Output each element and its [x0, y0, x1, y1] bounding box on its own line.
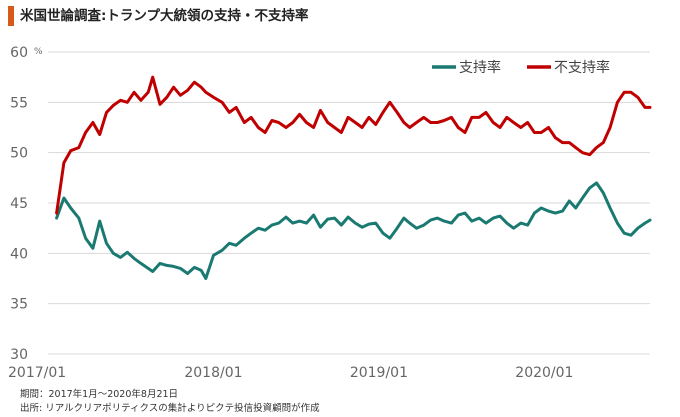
period-note: 期間：2017年1月～2020年8月21日 [20, 389, 179, 400]
legend-label: 支持率 [459, 59, 501, 76]
series-lines [55, 75, 652, 280]
legend: 支持率 不支持率 [432, 59, 610, 76]
x-tick-label: 2020/01 [515, 365, 573, 381]
y-tick-label: 45 [10, 196, 28, 212]
series-line [55, 75, 652, 215]
x-axis: 2017/01 2018/01 2019/01 2020/01 [8, 365, 573, 381]
y-axis: 30 35 40 45 50 55 60% [10, 45, 43, 363]
y-unit-label: % [34, 47, 43, 57]
series-line [55, 181, 652, 280]
x-tick-label: 2017/01 [8, 365, 66, 381]
chart-title: 米国世論調査:トランプ大統領の支持・不支持率 [20, 8, 309, 24]
y-tick-label: 55 [10, 95, 28, 111]
y-tick-label: 30 [10, 347, 28, 363]
y-tick-label: 40 [10, 246, 28, 262]
y-tick-label: 60 [10, 45, 28, 61]
y-tick-label: 35 [10, 297, 28, 313]
x-tick-label: 2018/01 [184, 365, 242, 381]
title-accent-bar [8, 6, 14, 26]
source-note: 出所: リアルクリアポリティクスの集計よりピクテ投信投資顧問が作成 [20, 403, 320, 414]
legend-label: 不支持率 [554, 59, 610, 76]
gridlines [48, 51, 650, 355]
x-tick-label: 2019/01 [350, 365, 408, 381]
y-tick-label: 50 [10, 146, 28, 162]
